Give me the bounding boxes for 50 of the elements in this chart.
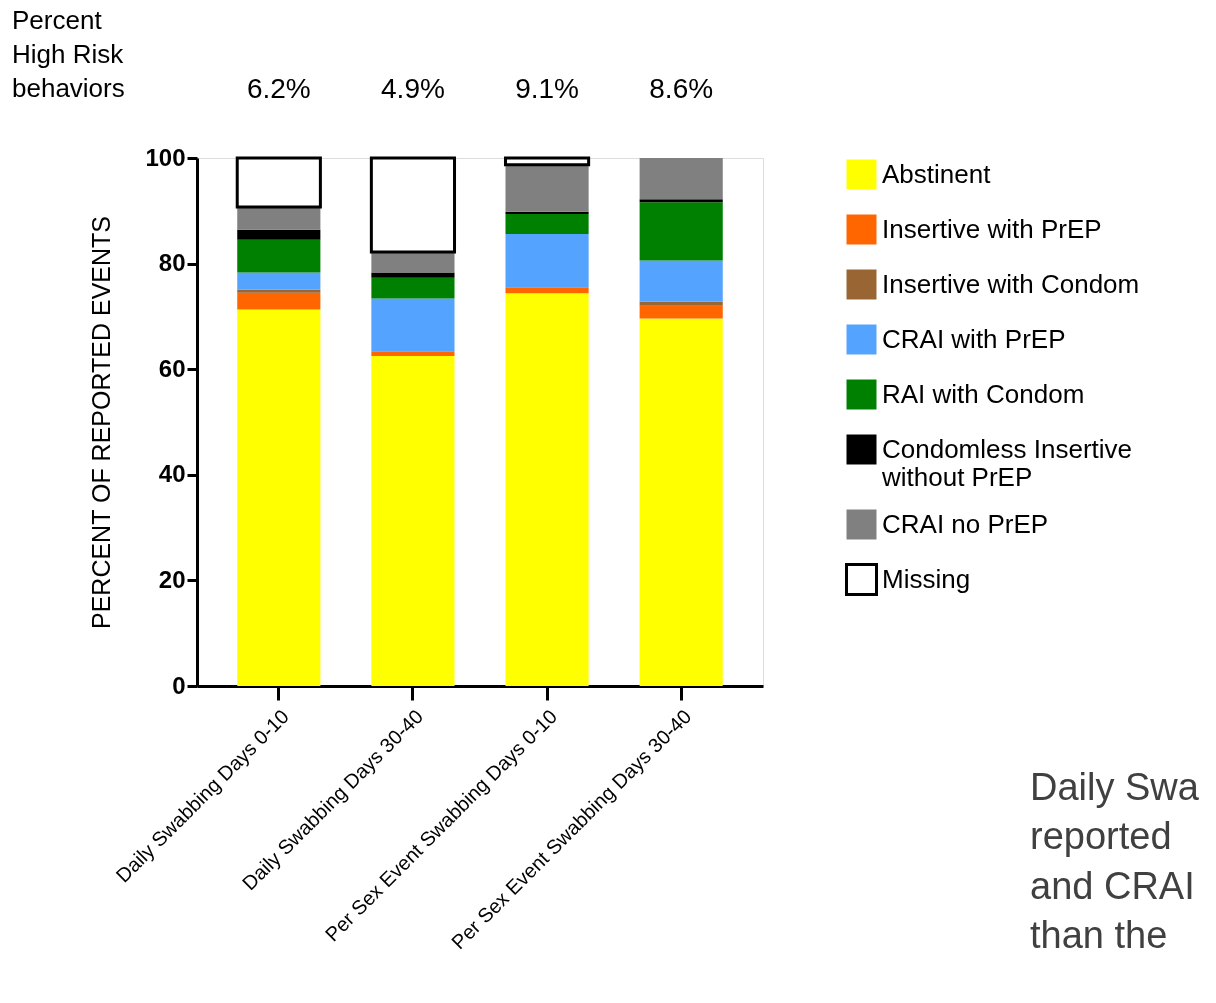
bar — [503, 156, 591, 167]
legend-label: CRAI with PrEP — [882, 323, 1066, 354]
bar — [639, 305, 723, 319]
y-tick-label: 60 — [158, 354, 186, 382]
y-tick-label: 20 — [158, 565, 186, 593]
y-tick-label: 80 — [158, 249, 186, 277]
bar — [237, 229, 321, 240]
y-tick-label: 100 — [145, 143, 186, 171]
legend-label: Condomless Insertive without PrEP — [881, 433, 1132, 492]
bar — [235, 156, 322, 209]
bar — [237, 207, 321, 230]
y-tick-label: 40 — [158, 460, 186, 488]
bar — [639, 318, 723, 686]
legend-label: RAI with Condom — [882, 378, 1085, 409]
bar — [639, 199, 723, 203]
legend-label: Abstinent — [882, 158, 992, 189]
bar — [505, 234, 589, 288]
text: 6.2% — [246, 73, 311, 104]
text: Percent High Risk behaviors — [12, 5, 125, 103]
bar — [639, 301, 723, 306]
bar — [371, 272, 455, 278]
bar — [639, 202, 723, 261]
bar — [639, 158, 723, 200]
bar — [639, 260, 723, 302]
bar — [237, 309, 321, 686]
bar — [505, 213, 589, 235]
bar — [371, 351, 455, 356]
bar — [505, 287, 589, 294]
legend-label: Insertive with Condom — [882, 268, 1140, 299]
bar — [369, 156, 457, 254]
text: Daily Swa reported and CRAI than the — [1030, 766, 1200, 957]
bar — [505, 211, 589, 214]
bar — [371, 277, 455, 299]
text: 4.9% — [381, 73, 445, 104]
bar — [237, 292, 321, 310]
bar — [505, 164, 589, 212]
y-axis-title: PERCENT OF REPORTED EVENTS — [87, 215, 116, 630]
text: 9.1% — [515, 73, 579, 104]
bar — [237, 272, 321, 290]
bar — [371, 298, 455, 352]
bar — [505, 293, 589, 686]
legend-label: CRAI no PrEP — [882, 508, 1049, 539]
legend-label: Missing — [882, 563, 971, 594]
y-tick-label: 0 — [172, 671, 186, 699]
bar — [237, 239, 321, 273]
bar — [237, 289, 321, 293]
bar — [371, 251, 455, 273]
text: 8.6% — [649, 73, 714, 104]
bar — [371, 356, 455, 686]
legend-label: Insertive with PrEP — [882, 213, 1102, 244]
